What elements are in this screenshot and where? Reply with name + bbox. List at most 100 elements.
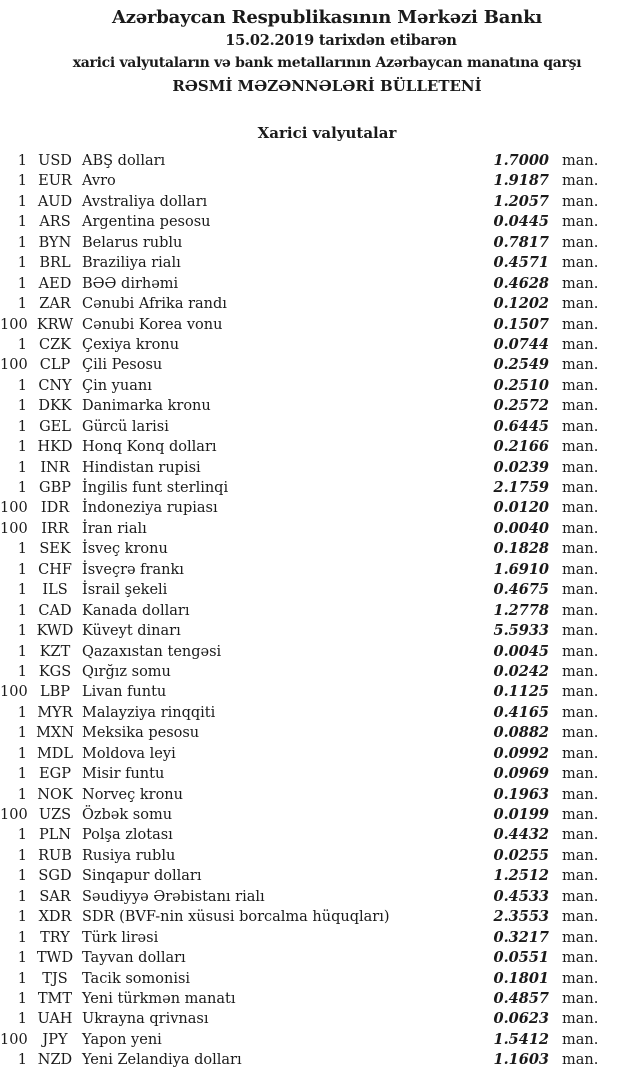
rate-row: 100 UZS Özbək somu 0.0199 man. bbox=[0, 805, 620, 825]
rate-value: 0.0623 bbox=[493, 1010, 550, 1028]
rate-row: 1 CZK Çexiya kronu 0.0744 man. bbox=[0, 335, 620, 355]
unit-label: man. bbox=[562, 684, 599, 701]
currency-name: Argentina pesosu bbox=[82, 214, 211, 231]
rate-row: 1 MDL Moldova leyi 0.0992 man. bbox=[0, 744, 620, 764]
rate-value: 0.0045 bbox=[493, 642, 550, 660]
unit-label: man. bbox=[562, 439, 599, 456]
currency-code: TJS bbox=[42, 970, 68, 987]
currency-name: İsveçrə frankı bbox=[82, 561, 184, 578]
unit-label: man. bbox=[562, 623, 599, 640]
currency-name: Qırğız somu bbox=[82, 663, 171, 680]
currency-name: Qazaxıstan tengəsi bbox=[82, 643, 222, 660]
rate-value: 0.0040 bbox=[493, 519, 550, 537]
rate-value: 1.7000 bbox=[493, 152, 550, 169]
currency-name: Avro bbox=[82, 173, 116, 190]
rate-row: 100 LBP Livan funtu 0.1125 man. bbox=[0, 682, 620, 702]
currency-name: Danimarka kronu bbox=[82, 398, 211, 415]
quantity: 1 bbox=[17, 786, 27, 803]
rate-value: 0.0992 bbox=[493, 744, 550, 762]
rate-row: 1 ZAR Cənubi Afrika randı 0.1202 man. bbox=[0, 294, 620, 314]
quantity: 1 bbox=[17, 234, 27, 251]
currency-name: İsrail şekeli bbox=[82, 582, 168, 599]
quantity: 1 bbox=[17, 623, 27, 640]
unit-label: man. bbox=[562, 500, 599, 517]
currency-code: TWD bbox=[36, 950, 74, 967]
currency-code: TRY bbox=[40, 929, 70, 946]
currency-code: INR bbox=[40, 459, 70, 476]
currency-code: TMT bbox=[37, 990, 73, 1007]
unit-label: man. bbox=[562, 296, 599, 313]
rate-row: 1 SAR Səudiyyə Ərəbistanı rialı 0.4533 m… bbox=[0, 887, 620, 907]
currency-name: Çexiya kronu bbox=[82, 336, 180, 353]
rate-row: 1 EGP Misir funtu 0.0969 man. bbox=[0, 764, 620, 784]
rate-value: 0.0882 bbox=[493, 724, 550, 742]
rate-value: 1.9187 bbox=[493, 172, 550, 190]
quantity: 1 bbox=[17, 602, 27, 619]
unit-label: man. bbox=[562, 255, 599, 272]
unit-label: man. bbox=[562, 582, 599, 599]
currency-name: ABŞ dolları bbox=[82, 153, 166, 169]
rate-value: 0.7817 bbox=[493, 233, 550, 251]
quantity: 1 bbox=[17, 582, 27, 599]
unit-label: man. bbox=[562, 888, 599, 905]
rate-value: 2.3553 bbox=[493, 908, 550, 926]
currency-code: GBP bbox=[39, 480, 71, 496]
quantity: 1 bbox=[17, 888, 27, 905]
rate-row: 1 XDR SDR (BVF-nin xüsusi borcalma hüquq… bbox=[0, 907, 620, 927]
currency-code: ILS bbox=[42, 582, 68, 599]
quantity: 1 bbox=[17, 725, 27, 742]
unit-label: man. bbox=[562, 459, 599, 476]
currency-name: Avstraliya dolları bbox=[82, 193, 208, 210]
currency-code: ARS bbox=[39, 214, 71, 231]
unit-label: man. bbox=[562, 970, 599, 987]
quantity: 100 bbox=[0, 357, 28, 374]
quantity: 1 bbox=[17, 970, 27, 987]
currency-code: KGS bbox=[38, 663, 72, 680]
unit-label: man. bbox=[562, 153, 599, 169]
quantity: 1 bbox=[17, 418, 27, 435]
rate-row: 100 KRW Cənubi Korea vonu 0.1507 man. bbox=[0, 315, 620, 335]
quantity: 1 bbox=[17, 214, 27, 231]
rate-value: 0.0242 bbox=[493, 662, 550, 680]
rate-value: 0.4165 bbox=[493, 703, 550, 721]
rate-row: 1 SGD Sinqapur dolları 1.2512 man. bbox=[0, 866, 620, 886]
rate-row: 1 SEK İsveç kronu 0.1828 man. bbox=[0, 539, 620, 559]
currency-code: IRR bbox=[41, 520, 69, 537]
quantity: 1 bbox=[17, 193, 27, 210]
quantity: 1 bbox=[17, 439, 27, 456]
bulletin-title: RƏSMİ MƏZƏNNƏLƏRİ BÜLLETENİ bbox=[172, 77, 482, 95]
currency-name: Livan funtu bbox=[82, 684, 167, 701]
unit-label: man. bbox=[562, 868, 599, 885]
currency-name: Gürcü larisi bbox=[82, 418, 169, 435]
unit-label: man. bbox=[562, 909, 599, 926]
rate-value: 0.0744 bbox=[493, 335, 550, 353]
currency-name: İngilis funt sterlinqi bbox=[82, 480, 229, 496]
unit-label: man. bbox=[562, 275, 599, 292]
rate-value: 0.1507 bbox=[493, 315, 550, 333]
rate-value: 2.1759 bbox=[493, 479, 550, 496]
quantity: 1 bbox=[17, 459, 27, 476]
rate-row: 1 PLN Polşa zlotası 0.4432 man. bbox=[0, 825, 620, 845]
quantity: 1 bbox=[17, 173, 27, 190]
quantity: 1 bbox=[17, 153, 27, 169]
rate-value: 0.0239 bbox=[493, 458, 550, 476]
unit-label: man. bbox=[562, 1031, 599, 1048]
currency-code: IDR bbox=[40, 500, 70, 517]
unit-label: man. bbox=[562, 745, 599, 762]
quantity: 100 bbox=[0, 684, 28, 701]
currency-code: MDL bbox=[36, 745, 74, 762]
quantity: 100 bbox=[0, 500, 28, 517]
quantity: 1 bbox=[17, 643, 27, 660]
rate-value: 0.2572 bbox=[493, 397, 550, 415]
unit-label: man. bbox=[562, 786, 599, 803]
quantity: 1 bbox=[17, 1052, 27, 1069]
currency-name: İran rialı bbox=[82, 520, 147, 537]
quantity: 1 bbox=[17, 766, 27, 783]
currency-name: Səudiyyə Ərəbistanı rialı bbox=[82, 888, 265, 905]
currency-code: NZD bbox=[37, 1052, 73, 1069]
unit-label: man. bbox=[562, 602, 599, 619]
rate-value: 0.3217 bbox=[493, 928, 550, 946]
unit-label: man. bbox=[562, 990, 599, 1007]
currency-name: Sinqapur dolları bbox=[82, 868, 202, 885]
quantity: 1 bbox=[17, 990, 27, 1007]
